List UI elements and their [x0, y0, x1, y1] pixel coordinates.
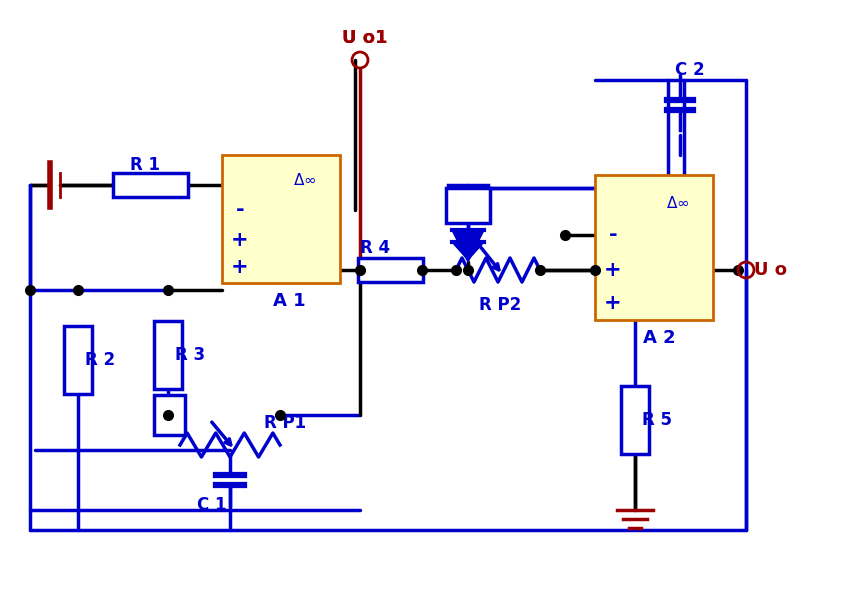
Text: +: + — [604, 260, 622, 280]
Bar — [621, 386, 649, 454]
Text: +: + — [231, 257, 249, 277]
Text: R 4: R 4 — [360, 239, 390, 257]
Text: R P1: R P1 — [264, 414, 306, 432]
Text: R 5: R 5 — [642, 411, 672, 429]
Bar — [448, 185, 488, 215]
Text: R P2: R P2 — [479, 296, 521, 314]
Text: +: + — [231, 230, 249, 250]
Text: U o: U o — [754, 261, 787, 279]
Text: -: - — [235, 200, 244, 220]
Text: +: + — [604, 293, 622, 313]
Bar — [64, 326, 92, 394]
Bar — [154, 395, 185, 435]
Text: U o1: U o1 — [342, 29, 388, 47]
Text: A 1: A 1 — [273, 292, 305, 310]
Bar — [358, 258, 423, 282]
Text: A 2: A 2 — [643, 329, 675, 347]
Bar — [446, 188, 490, 223]
Bar — [113, 173, 188, 197]
Text: R 1: R 1 — [130, 156, 160, 174]
Polygon shape — [452, 242, 484, 260]
Polygon shape — [452, 230, 484, 262]
Bar — [222, 155, 340, 283]
Text: C 1: C 1 — [197, 496, 227, 514]
Bar — [154, 321, 182, 389]
Text: R 3: R 3 — [175, 346, 205, 364]
Text: R 2: R 2 — [85, 351, 115, 369]
Text: $\Delta\infty$: $\Delta\infty$ — [293, 172, 317, 188]
Text: $\Delta\infty$: $\Delta\infty$ — [667, 195, 689, 211]
Text: -: - — [609, 225, 617, 245]
Bar — [595, 175, 713, 320]
Text: C 2: C 2 — [675, 61, 705, 79]
Text: U o1: U o1 — [342, 29, 388, 47]
